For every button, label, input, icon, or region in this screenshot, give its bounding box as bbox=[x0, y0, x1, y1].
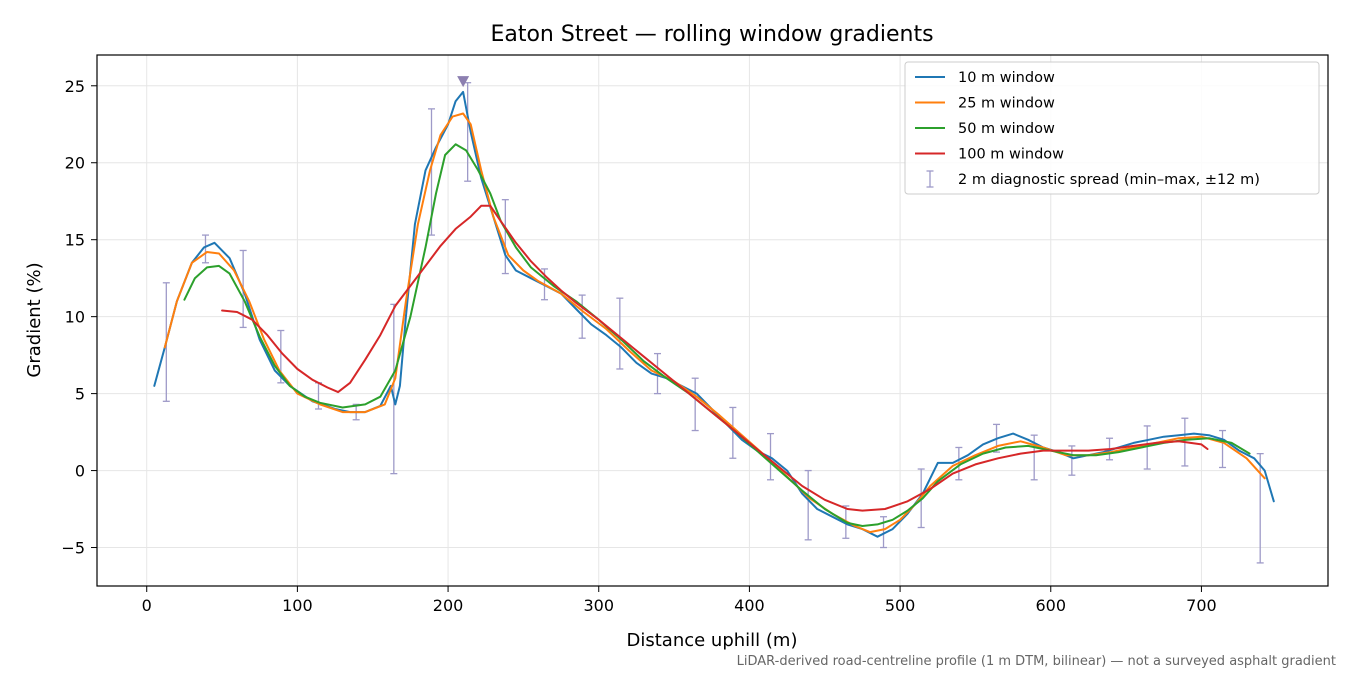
svg-text:10 m window: 10 m window bbox=[958, 70, 1055, 86]
error-bar bbox=[1219, 429, 1227, 469]
legend-entry: 10 m window bbox=[915, 70, 1055, 86]
x-tick-label: 500 bbox=[885, 596, 916, 615]
legend-entry: 50 m window bbox=[915, 121, 1055, 137]
series-line-4 bbox=[221, 204, 1209, 512]
x-axis-ticks: 0 100 200 300 400 500 600 700 bbox=[142, 586, 1217, 615]
x-axis-label: Distance uphill (m) bbox=[627, 630, 798, 651]
y-tick-label: 5 bbox=[75, 385, 85, 404]
x-tick-label: 600 bbox=[1035, 596, 1066, 615]
legend-entries: 10 m window 25 m window 50 m window 100 m w… bbox=[915, 70, 1260, 188]
peak-marker-icon bbox=[457, 76, 470, 88]
svg-text:100 m window: 100 m window bbox=[958, 147, 1064, 163]
y-tick-label: 20 bbox=[65, 154, 85, 173]
x-tick-label: 0 bbox=[142, 596, 152, 615]
x-tick-label: 700 bbox=[1186, 596, 1217, 615]
error-bar bbox=[729, 406, 737, 459]
y-tick-label: 0 bbox=[75, 462, 85, 481]
peak-marker bbox=[457, 76, 470, 88]
error-bar bbox=[201, 234, 209, 264]
footnote: LiDAR-derived road-centreline profile (1… bbox=[737, 654, 1336, 669]
y-tick-label: 25 bbox=[65, 77, 85, 96]
svg-text:2 m diagnostic spread (min–max: 2 m diagnostic spread (min–max, ±12 m) bbox=[958, 172, 1260, 188]
legend-entry: 100 m window bbox=[915, 147, 1064, 163]
y-axis-label: Gradient (%) bbox=[24, 262, 45, 377]
svg-text:25 m window: 25 m window bbox=[958, 96, 1055, 112]
legend-entry: 25 m window bbox=[915, 96, 1055, 112]
legend: 10 m window 25 m window 50 m window 100 m w… bbox=[904, 61, 1320, 195]
chart-title: Eaton Street — rolling window gradients bbox=[490, 22, 933, 47]
x-tick-label: 300 bbox=[583, 596, 614, 615]
legend-box bbox=[904, 61, 1320, 195]
y-tick-label: −5 bbox=[61, 539, 85, 558]
error-bar bbox=[578, 294, 586, 339]
plot-frame bbox=[96, 54, 1329, 587]
x-tick-label: 200 bbox=[433, 596, 464, 615]
x-tick-label: 400 bbox=[734, 596, 765, 615]
error-bar bbox=[1143, 425, 1151, 470]
svg-text:50 m window: 50 m window bbox=[958, 121, 1055, 137]
series-lines bbox=[153, 90, 1275, 538]
error-bar bbox=[501, 199, 509, 275]
legend-entry: 2 m diagnostic spread (min–max, ±12 m) bbox=[926, 170, 1260, 188]
error-bar bbox=[616, 297, 624, 370]
error-bar bbox=[691, 377, 699, 432]
y-axis-ticks: −5 0 5 10 15 20 25 bbox=[61, 77, 97, 558]
series-line-3 bbox=[183, 143, 1251, 527]
series-line-2 bbox=[163, 112, 1266, 534]
y-tick-label: 15 bbox=[65, 231, 85, 250]
y-tick-label: 10 bbox=[65, 308, 85, 327]
x-tick-label: 100 bbox=[282, 596, 313, 615]
error-bar bbox=[804, 469, 812, 541]
